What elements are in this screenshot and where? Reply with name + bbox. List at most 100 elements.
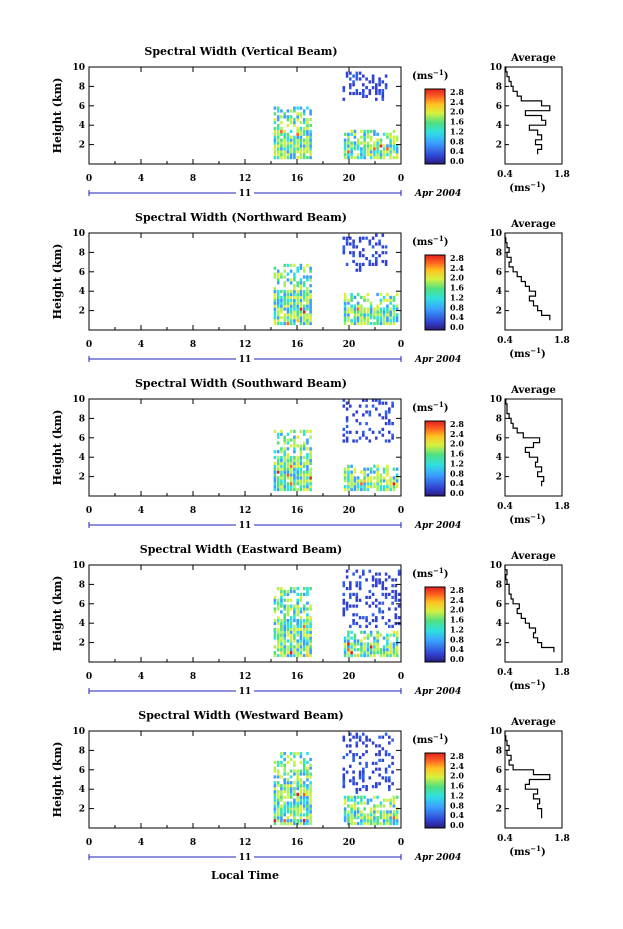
heatmap-cell	[363, 467, 366, 471]
heatmap-cell	[283, 607, 286, 611]
heatmap-cell	[384, 572, 388, 576]
heatmap-cell	[299, 792, 303, 796]
heatmap-cell	[360, 156, 363, 160]
heatmap-cell	[276, 653, 280, 658]
heatmap-cell	[375, 578, 378, 582]
date-label: Apr 2004	[414, 687, 461, 697]
heatmap-cell	[296, 619, 299, 623]
heatmap-cell	[378, 89, 381, 93]
heatmap-cell	[299, 319, 303, 323]
heatmap-cell	[349, 581, 352, 585]
heatmap-cell	[343, 639, 347, 643]
heatmap-cell	[382, 798, 386, 802]
heatmap-cell	[286, 147, 290, 151]
heatmap-cell	[373, 153, 376, 157]
heatmap-cell	[286, 316, 290, 320]
heatmap-cell	[309, 653, 312, 658]
heatmap-cell	[379, 298, 383, 302]
heatmap-cell	[309, 450, 312, 454]
heatmap-cell	[273, 287, 277, 291]
heatmap-cell	[283, 269, 286, 273]
heatmap-cell	[373, 156, 376, 160]
heatmap-cell	[306, 289, 309, 294]
heatmap-cell	[286, 819, 290, 823]
heatmap-cell	[382, 479, 386, 483]
average-x-label: (ms−1)	[509, 346, 545, 360]
heatmap-cell	[293, 476, 296, 480]
heatmap-cell	[286, 598, 290, 602]
heatmap-cell	[395, 479, 399, 483]
heatmap-cell	[293, 482, 296, 486]
heatmap-cell	[360, 307, 363, 311]
heatmap-cell	[280, 109, 283, 113]
heatmap-cell	[382, 132, 386, 136]
heatmap-cell	[276, 604, 280, 608]
heatmap-cell	[366, 144, 370, 148]
heatmap-cell	[382, 470, 386, 474]
heatmap-cell	[395, 307, 399, 311]
heatmap-cell	[365, 236, 368, 240]
y-axis-label: Height (km)	[51, 576, 64, 652]
heatmap-cell	[302, 766, 306, 770]
colorbar-tick-label: 1.2	[450, 458, 464, 468]
heatmap-cell	[352, 619, 355, 623]
heatmap-cell	[347, 464, 350, 468]
heatmap-cell	[392, 321, 396, 326]
heatmap-cell	[296, 467, 299, 471]
heatmap-cell	[350, 321, 353, 326]
heatmap-cell	[365, 410, 368, 414]
heatmap-cell	[286, 630, 290, 634]
heatmap-cell	[382, 321, 386, 326]
heatmap-cell	[395, 633, 399, 637]
heatmap-cell	[355, 744, 359, 748]
heatmap-cell	[306, 813, 309, 817]
heatmap-cell	[283, 636, 286, 640]
heatmap-cell	[283, 651, 286, 655]
heatmap-cell	[293, 810, 296, 814]
heatmap-cell	[376, 150, 379, 154]
avg-y-tick-label: 10	[489, 727, 502, 737]
heatmap-cell	[273, 798, 277, 802]
x-tick-label: 20	[343, 340, 356, 350]
heatmap-cell	[299, 147, 303, 151]
heatmap-cell	[382, 150, 386, 154]
heatmap-cell	[373, 639, 376, 643]
heatmap-cell	[347, 153, 350, 157]
heatmap-cell	[273, 319, 277, 323]
heatmap-cell	[384, 595, 388, 599]
heatmap-cells	[273, 569, 401, 658]
heatmap-cell	[280, 784, 283, 788]
heatmap-cell	[366, 476, 370, 480]
heatmap-cell	[371, 613, 375, 617]
heatmap-cell	[397, 604, 401, 608]
colorbar-unit-label: (ms−1)	[412, 732, 448, 746]
heatmap-cell	[349, 86, 352, 90]
heatmap-cell	[306, 464, 309, 468]
colorbar-unit-exponent: −1	[433, 732, 444, 741]
heatmap-cell	[355, 787, 359, 792]
heatmap-cell	[293, 321, 296, 326]
heatmap-cell	[299, 651, 303, 655]
heatmap-cell	[353, 648, 357, 652]
heatmap-cell	[289, 467, 293, 471]
heatmap-cell	[353, 653, 357, 658]
heatmap-cell	[273, 653, 277, 658]
heatmap-cell	[382, 467, 386, 471]
heatmap-cell	[375, 398, 378, 402]
heatmap-cell	[273, 301, 277, 305]
avg-y-tick-label: 2	[496, 805, 502, 815]
heatmap-cell	[389, 132, 392, 136]
heatmap-cell	[306, 298, 309, 302]
heatmap-cell	[302, 769, 306, 773]
heatmap-cell	[375, 767, 378, 771]
heatmap-cell	[360, 630, 363, 634]
heatmap-cell	[395, 292, 399, 297]
heatmap-cell	[276, 470, 280, 474]
heatmap-cell	[347, 138, 350, 142]
heatmap-cell	[309, 321, 312, 326]
heatmap-cell	[365, 764, 368, 768]
heatmap-cell	[283, 438, 286, 442]
y-axis-label: Height (km)	[51, 742, 64, 818]
heatmap-cell	[365, 86, 368, 90]
heatmap-cell	[392, 633, 396, 637]
